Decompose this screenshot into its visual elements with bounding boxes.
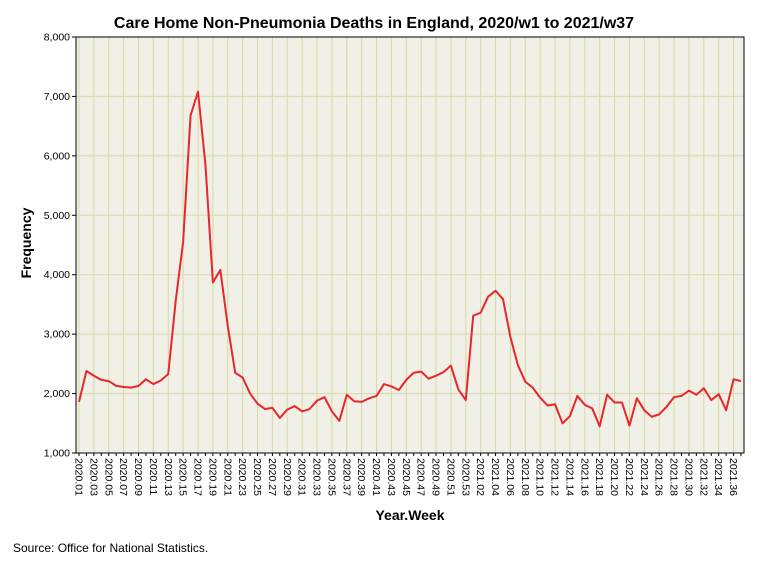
plot-area [75,36,745,454]
plot-border [75,36,745,454]
x-tick-label: 2020.39 [355,458,367,496]
x-tick-label: 2021.30 [682,458,694,496]
x-tick-label: 2020.23 [236,458,248,496]
x-tick-label: 2021.20 [608,458,620,496]
x-tick-label: 2021.16 [578,458,590,496]
x-axis: 2020.01 2020.03 2020.05 2020.07 2020.09 2020.… [73,453,742,496]
x-tick-label: 2020.35 [325,458,337,496]
x-tick-label: 2021.08 [519,458,531,496]
x-tick-label: 2020.19 [206,458,218,496]
x-tick-label: 2020.09 [132,458,144,496]
x-tick-label: 2020.37 [340,458,352,496]
y-tick-label: 8,000 [44,32,70,44]
x-tick-label: 2020.33 [311,458,323,496]
y-tick-label: 4,000 [44,269,70,281]
x-tick-label: 2021.04 [489,458,501,496]
x-tick-label: 2020.17 [192,458,204,496]
x-tick-label: 2021.26 [653,458,665,496]
x-tick-label: 2020.49 [430,458,442,496]
x-tick-label: 2021.22 [623,458,635,496]
x-tick-label: 2021.34 [712,458,724,496]
x-tick-label: 2021.12 [549,458,561,496]
x-tick-label: 2020.45 [400,458,412,496]
x-tick-label: 2020.51 [444,458,456,496]
y-tick-label: 3,000 [44,329,70,341]
x-tick-label: 2021.24 [638,458,650,496]
y-axis: 1,000 2,000 3,000 4,000 5,000 6,000 7,000 8,000 [44,32,76,460]
y-axis-title: Frequency [18,207,34,278]
x-tick-label: 2020.29 [281,458,293,496]
x-tick-label: 2021.32 [697,458,709,496]
x-tick-label: 2020.15 [177,458,189,496]
gridlines [76,37,744,453]
x-tick-label: 2020.01 [73,458,85,496]
x-tick-label: 2020.43 [385,458,397,496]
chart-title: Care Home Non-Pneumonia Deaths in Englan… [114,15,634,32]
x-tick-label: 2021.10 [534,458,546,496]
x-tick-label: 2020.21 [221,458,233,496]
x-axis-title: Year.Week [375,507,444,523]
y-tick-label: 2,000 [44,388,70,400]
x-tick-label: 2021.36 [727,458,739,496]
series-line [78,90,742,428]
x-tick-label: 2021.18 [593,458,605,496]
x-tick-label: 2020.25 [251,458,263,496]
x-tick-label: 2021.02 [474,458,486,496]
y-tick-label: 5,000 [44,210,70,222]
x-tick-label: 2021.28 [668,458,680,496]
x-tick-label: 2020.11 [147,458,159,495]
x-tick-label: 2020.31 [296,458,308,496]
x-tick-label: 2020.07 [117,458,129,496]
x-tick-label: 2020.47 [415,458,427,496]
x-tick-label: 2021.14 [563,458,575,496]
x-tick-label: 2020.53 [459,458,471,496]
x-tick-label: 2021.06 [504,458,516,496]
y-tick-label: 6,000 [44,150,70,162]
y-tick-label: 7,000 [44,91,70,103]
x-tick-label: 2020.13 [162,458,174,496]
x-tick-label: 2020.03 [87,458,99,496]
y-tick-label: 1,000 [44,448,70,460]
x-tick-label: 2020.27 [266,458,278,496]
x-tick-label: 2020.05 [102,458,114,496]
source-note: Source: Office for National Statistics. [13,541,209,555]
x-tick-label: 2020.41 [370,458,382,496]
